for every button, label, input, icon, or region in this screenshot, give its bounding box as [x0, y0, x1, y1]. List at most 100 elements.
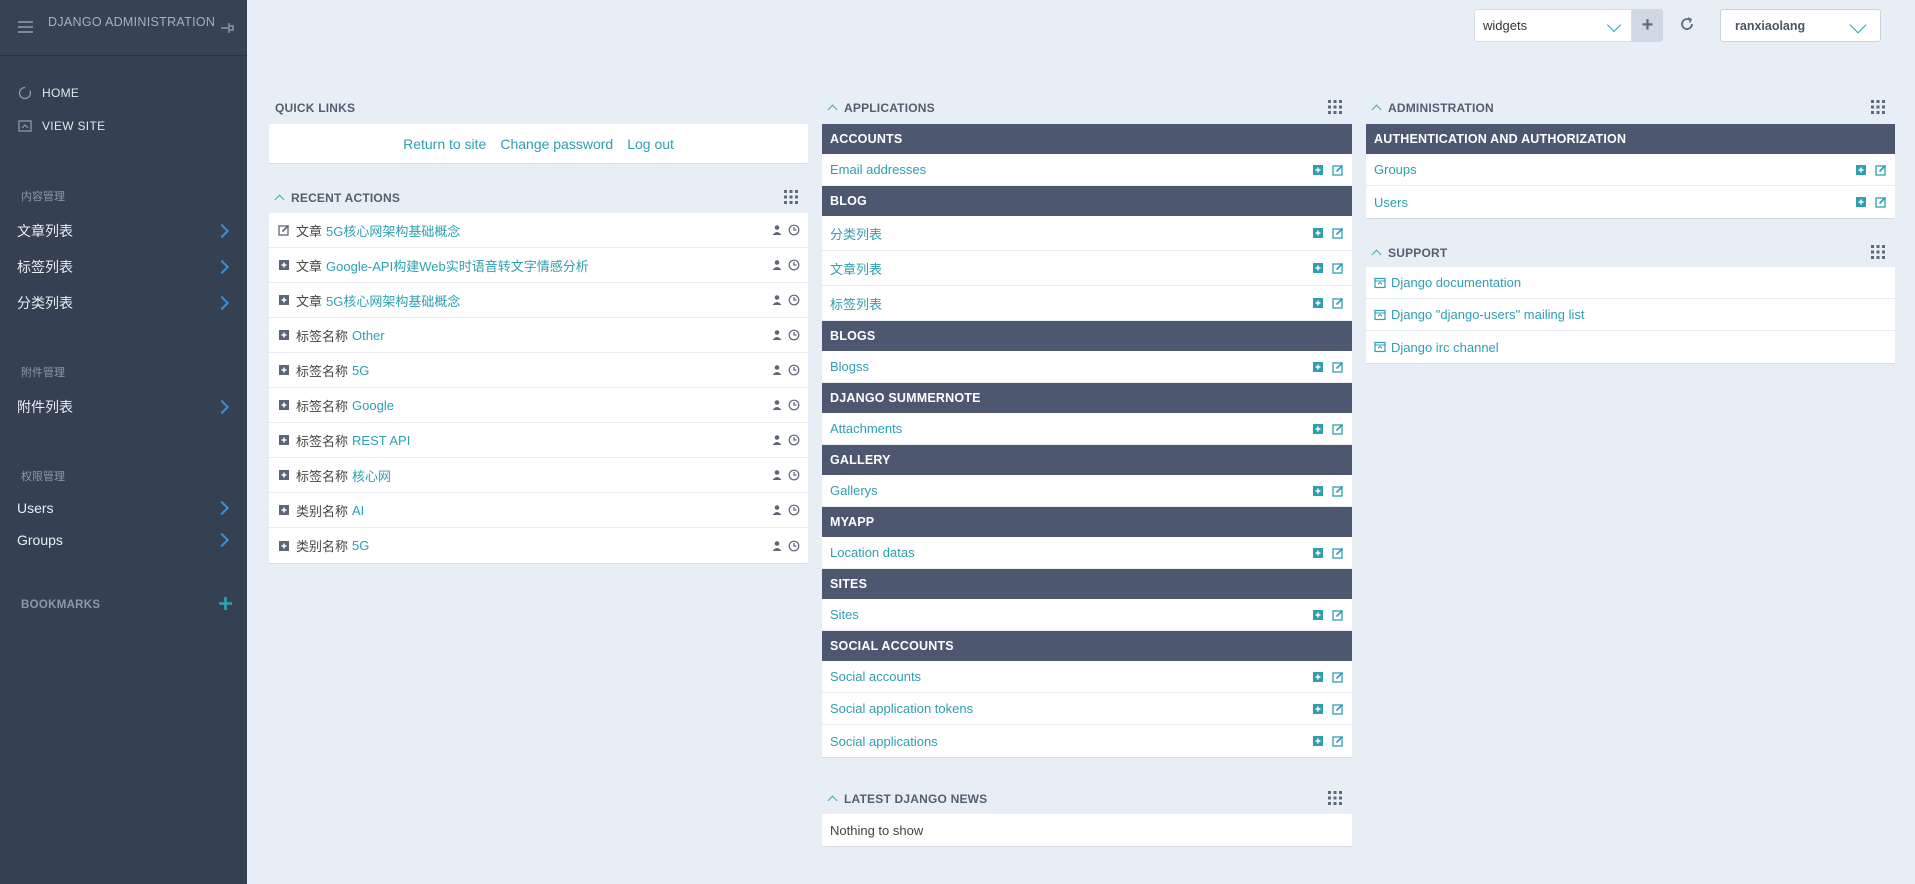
- app-header[interactable]: BLOG: [822, 186, 1352, 216]
- add-icon[interactable]: [1312, 297, 1324, 309]
- edit-icon[interactable]: [1332, 361, 1344, 373]
- app-header[interactable]: SITES: [822, 569, 1352, 599]
- sidebar-item-attachments[interactable]: 附件列表: [17, 397, 231, 417]
- app-header[interactable]: SOCIAL ACCOUNTS: [822, 631, 1352, 661]
- add-icon[interactable]: [1312, 671, 1324, 683]
- sidebar-view-site[interactable]: VIEW SITE: [18, 119, 105, 133]
- clock-icon[interactable]: [788, 294, 800, 306]
- add-icon[interactable]: [1312, 262, 1324, 274]
- add-icon[interactable]: [1312, 703, 1324, 715]
- model-link[interactable]: 分类列表: [830, 226, 883, 242]
- clock-icon[interactable]: [788, 364, 800, 376]
- add-bookmark-icon[interactable]: [218, 596, 233, 611]
- applications-title[interactable]: APPLICATIONS: [827, 101, 935, 115]
- recent-action-object-link[interactable]: Google: [352, 397, 394, 413]
- model-link[interactable]: 文章列表: [830, 261, 883, 277]
- recent-action-object-link[interactable]: Google-API构建Web实时语音转文字情感分析: [326, 258, 589, 274]
- refresh-icon[interactable]: [1679, 16, 1695, 32]
- add-icon[interactable]: [1312, 227, 1324, 239]
- user-icon[interactable]: [771, 294, 783, 306]
- app-header[interactable]: AUTHENTICATION AND AUTHORIZATION: [1366, 124, 1895, 154]
- user-icon[interactable]: [771, 469, 783, 481]
- edit-icon[interactable]: [1332, 297, 1344, 309]
- log-out-link[interactable]: Log out: [627, 135, 674, 152]
- grid-icon[interactable]: [1871, 245, 1885, 259]
- clock-icon[interactable]: [788, 434, 800, 446]
- model-link[interactable]: Social accounts: [830, 669, 922, 684]
- model-link[interactable]: Users: [1374, 194, 1408, 210]
- recent-action-object-link[interactable]: 5G: [352, 362, 370, 378]
- recent-action-object-link[interactable]: 5G核心网架构基础概念: [326, 293, 461, 309]
- recent-action-object-link[interactable]: AI: [352, 502, 365, 518]
- model-link[interactable]: Groups: [1374, 162, 1417, 177]
- clock-icon[interactable]: [788, 259, 800, 271]
- add-icon[interactable]: [1855, 196, 1867, 208]
- user-icon[interactable]: [771, 364, 783, 376]
- clock-icon[interactable]: [788, 329, 800, 341]
- app-header[interactable]: BLOGS: [822, 321, 1352, 351]
- support-title[interactable]: SUPPORT: [1371, 246, 1447, 260]
- app-header[interactable]: MYAPP: [822, 507, 1352, 537]
- edit-icon[interactable]: [1332, 735, 1344, 747]
- clock-icon[interactable]: [788, 469, 800, 481]
- user-icon[interactable]: [771, 434, 783, 446]
- recent-action-object-link[interactable]: Other: [352, 327, 385, 343]
- widget-select[interactable]: widgets: [1474, 9, 1632, 42]
- clock-icon[interactable]: [788, 399, 800, 411]
- clock-icon[interactable]: [788, 504, 800, 516]
- add-icon[interactable]: [1312, 735, 1324, 747]
- add-icon[interactable]: [1312, 609, 1324, 621]
- edit-icon[interactable]: [1875, 164, 1887, 176]
- grid-icon[interactable]: [1328, 791, 1342, 805]
- app-header[interactable]: DJANGO SUMMERNOTE: [822, 383, 1352, 413]
- recent-action-object-link[interactable]: 5G: [352, 538, 370, 553]
- add-icon[interactable]: [1312, 423, 1324, 435]
- pin-icon[interactable]: [219, 20, 235, 36]
- support-link[interactable]: Django "django-users" mailing list: [1391, 307, 1585, 322]
- add-icon[interactable]: [1312, 361, 1324, 373]
- grid-icon[interactable]: [1328, 100, 1342, 114]
- support-link[interactable]: Django irc channel: [1391, 339, 1499, 355]
- sidebar-item-articles[interactable]: 文章列表: [17, 221, 231, 241]
- app-header[interactable]: GALLERY: [822, 445, 1352, 475]
- edit-icon[interactable]: [1332, 227, 1344, 239]
- menu-toggle-icon[interactable]: [18, 21, 33, 33]
- edit-icon[interactable]: [1332, 164, 1344, 176]
- model-link[interactable]: Gallerys: [830, 483, 878, 498]
- grid-icon[interactable]: [784, 190, 798, 204]
- site-title[interactable]: DJANGO ADMINISTRATION: [48, 15, 216, 29]
- user-icon[interactable]: [771, 540, 783, 552]
- add-icon[interactable]: [1312, 485, 1324, 497]
- model-link[interactable]: Sites: [830, 607, 859, 622]
- user-menu[interactable]: ranxiaolang: [1720, 9, 1881, 42]
- user-icon[interactable]: [771, 259, 783, 271]
- sidebar-item-users[interactable]: Users: [17, 500, 231, 516]
- recent-action-object-link[interactable]: 核心网: [352, 468, 392, 484]
- edit-icon[interactable]: [1332, 262, 1344, 274]
- user-icon[interactable]: [771, 224, 783, 236]
- edit-icon[interactable]: [1332, 671, 1344, 683]
- support-link[interactable]: Django documentation: [1391, 275, 1522, 290]
- grid-icon[interactable]: [1871, 100, 1885, 114]
- sidebar-item-categories[interactable]: 分类列表: [17, 293, 231, 313]
- user-icon[interactable]: [771, 329, 783, 341]
- sidebar-item-groups[interactable]: Groups: [17, 532, 231, 548]
- news-title[interactable]: LATEST DJANGO NEWS: [827, 792, 987, 806]
- return-to-site-link[interactable]: Return to site: [403, 135, 487, 152]
- model-link[interactable]: Blogss: [830, 359, 870, 374]
- user-icon[interactable]: [771, 504, 783, 516]
- edit-icon[interactable]: [1332, 423, 1344, 435]
- user-icon[interactable]: [771, 399, 783, 411]
- model-link[interactable]: Social applications: [830, 733, 938, 749]
- recent-action-object-link[interactable]: REST API: [352, 432, 411, 448]
- clock-icon[interactable]: [788, 540, 800, 552]
- sidebar-home[interactable]: HOME: [18, 86, 79, 100]
- edit-icon[interactable]: [1332, 703, 1344, 715]
- add-icon[interactable]: [1855, 164, 1867, 176]
- model-link[interactable]: 标签列表: [830, 296, 883, 312]
- model-link[interactable]: Attachments: [830, 421, 903, 436]
- model-link[interactable]: Social application tokens: [830, 701, 974, 716]
- app-header[interactable]: ACCOUNTS: [822, 124, 1352, 154]
- edit-icon[interactable]: [1332, 609, 1344, 621]
- add-icon[interactable]: [1312, 547, 1324, 559]
